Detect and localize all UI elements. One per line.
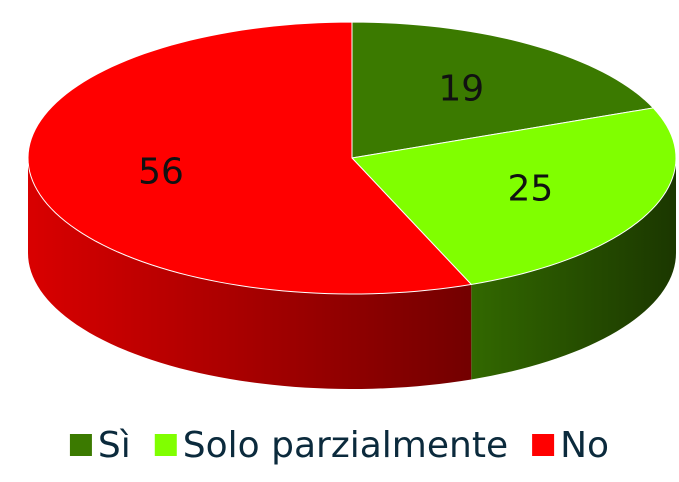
data-label: 56 [138,151,184,192]
slice [351,21,655,159]
legend-swatch [154,434,177,456]
legend-label: Solo parzialmente [183,425,508,466]
data-label: 19 [438,69,484,110]
legend-label: Sì [98,425,131,466]
legend-swatch [69,434,92,456]
legend-swatch [532,434,555,456]
slice [350,107,677,285]
legend-label: No [560,425,609,466]
slice-side [471,158,676,380]
slice [27,21,473,295]
data-label: 25 [508,168,554,209]
slice-side [28,158,472,389]
